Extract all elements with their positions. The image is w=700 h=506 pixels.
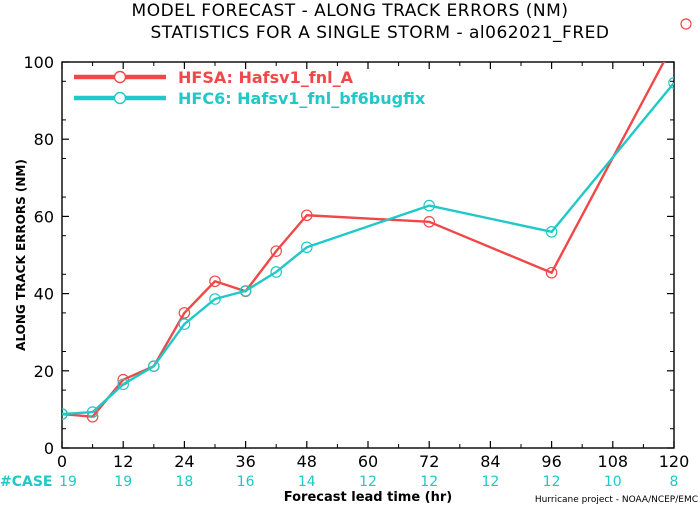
data-point-2: [545, 226, 558, 238]
case-count: 12: [543, 474, 561, 490]
case-count: 14: [298, 474, 316, 490]
case-count: 18: [175, 474, 193, 490]
data-point-1: [669, 38, 679, 48]
case-count: 12: [420, 474, 438, 490]
y-tick-label: 60: [34, 207, 54, 226]
data-point-2: [86, 406, 99, 418]
data-point-2: [209, 293, 221, 305]
y-tick-label: 100: [23, 53, 54, 72]
y-tick-label: 80: [34, 130, 54, 149]
legend-label-1: HFSA: Hafsv1_fnl_A: [178, 68, 354, 87]
x-tick-label: 36: [235, 452, 255, 471]
x-tick-label: 108: [598, 452, 629, 471]
series-layer: [62, 38, 679, 423]
series-line-2: [62, 82, 674, 416]
data-point-1: [178, 307, 191, 319]
data-point-1: [209, 275, 221, 288]
corner-marker: [680, 18, 692, 30]
data-point-1: [300, 209, 313, 222]
legend-marker-1: [113, 70, 127, 84]
case-count: 19: [114, 474, 132, 490]
x-tick-label: 0: [57, 452, 67, 471]
data-point-2: [117, 378, 129, 391]
legend-marker-2: [113, 91, 127, 105]
x-axis: 0 12 24 36 48 60 72 84 96 108 120: [57, 62, 689, 471]
case-count: 10: [604, 474, 622, 490]
y-axis-label: ALONG TRACK ERRORS (NM): [14, 159, 28, 351]
y-tick-label: 0: [44, 439, 54, 458]
y-axis: 0 20 40 60 80 100: [23, 53, 674, 458]
case-counts: 19 19 18 16 14 12 12 12 12 10 8: [59, 474, 678, 490]
chart-title: MODEL FORECAST - ALONG TRACK ERRORS (NM): [132, 1, 569, 21]
x-tick-label: 48: [297, 452, 317, 471]
plot-frame: [61, 61, 675, 449]
credit-text: Hurricane project - NOAA/NCEP/EMC: [535, 495, 698, 505]
x-tick-label: 120: [659, 452, 690, 471]
y-tick-label: 40: [34, 285, 54, 304]
case-count: 12: [359, 474, 377, 490]
x-tick-label: 60: [358, 452, 378, 471]
data-point-2: [148, 360, 160, 372]
x-tick-label: 24: [174, 452, 194, 471]
case-count: 8: [670, 474, 679, 490]
legend-label-2: HFC6: Hafsv1_fnl_bf6bugfix: [178, 89, 426, 108]
x-tick-label: 84: [480, 452, 500, 471]
legend: HFSA: Hafsv1_fnl_A HFC6: Hafsv1_fnl_bf6bu…: [74, 68, 426, 108]
data-point-2: [423, 199, 435, 212]
chart-subtitle: STATISTICS FOR A SINGLE STORM - al062021…: [151, 23, 610, 43]
data-point-1: [270, 245, 282, 257]
data-point-1: [423, 216, 435, 228]
x-tick-label: 72: [419, 452, 439, 471]
data-point-2: [300, 241, 313, 254]
data-point-2: [668, 77, 674, 89]
data-point-2: [62, 408, 68, 420]
data-point-2: [178, 318, 191, 330]
x-axis-label: Forecast lead time (hr): [284, 490, 452, 505]
data-point-2: [270, 266, 282, 278]
x-tick-label: 12: [113, 452, 133, 471]
case-count: 12: [481, 474, 499, 490]
case-count: 16: [237, 474, 255, 490]
y-tick-label: 20: [34, 362, 54, 381]
data-point-2: [239, 285, 252, 297]
case-label: #CASE: [0, 474, 53, 490]
case-count: 19: [59, 474, 77, 490]
data-point-1: [545, 266, 558, 279]
x-tick-label: 96: [541, 452, 561, 471]
